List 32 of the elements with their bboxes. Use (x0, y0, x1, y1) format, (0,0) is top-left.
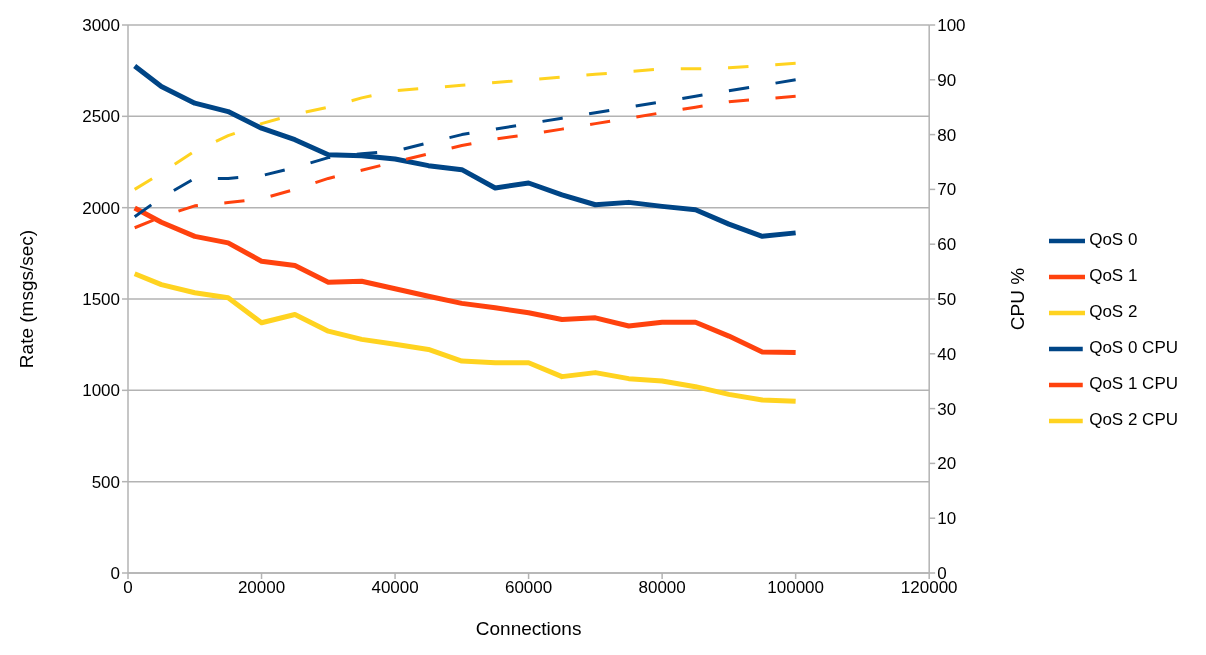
y2-axis-title: CPU % (1006, 267, 1028, 331)
y-tick-label: 3000 (82, 16, 120, 36)
y2-tick-label: 40 (937, 344, 957, 364)
legend-label: QoS 2 (1089, 301, 1138, 321)
x-tick-label: 0 (123, 578, 133, 598)
y2-tick-label: 50 (937, 290, 957, 310)
y2-tick-label: 20 (937, 454, 957, 474)
y2-tick-label: 100 (937, 16, 966, 36)
legend-label: QoS 1 CPU (1089, 373, 1178, 393)
legend-label: QoS 1 (1089, 265, 1138, 285)
x-tick-label: 80000 (638, 578, 686, 598)
x-tick-label: 100000 (767, 578, 825, 598)
y2-tick-label: 70 (937, 180, 957, 200)
x-tick-label: 20000 (237, 578, 286, 598)
y2-tick-label: 80 (937, 125, 957, 145)
x-axis-title: Connections (475, 618, 582, 639)
y2-tick-label: 60 (937, 235, 957, 255)
y-axis-title: Rate (msgs/sec) (15, 229, 37, 369)
legend-label: QoS 2 CPU (1089, 409, 1178, 429)
y2-tick-label: 90 (937, 70, 957, 90)
y2-tick-label: 10 (937, 509, 957, 529)
y-tick-label: 1500 (82, 290, 120, 310)
legend-label: QoS 0 CPU (1089, 337, 1178, 357)
x-tick-label: 60000 (504, 578, 553, 598)
y-tick-label: 2000 (82, 198, 120, 218)
legend-label: QoS 0 (1089, 229, 1138, 249)
x-tick-label: 40000 (371, 578, 419, 598)
y-tick-label: 0 (110, 564, 120, 584)
y2-tick-label: 30 (937, 399, 957, 419)
y-tick-label: 1000 (82, 381, 120, 401)
y-tick-label: 500 (91, 472, 120, 492)
y-tick-label: 2500 (82, 107, 120, 127)
